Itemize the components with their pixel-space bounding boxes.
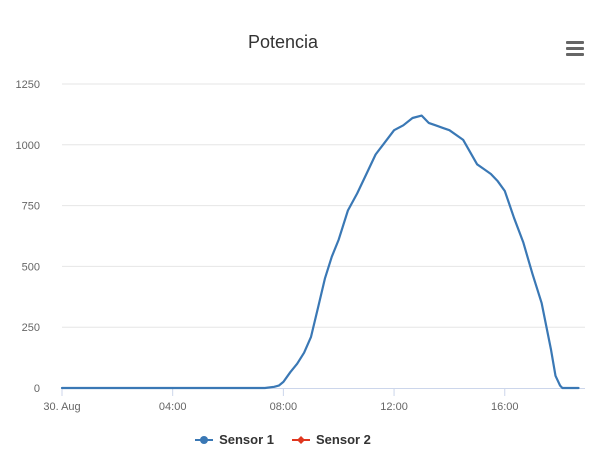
legend-item-sensor-1[interactable]: Sensor 1 — [195, 432, 274, 447]
series-line-sensor-1 — [60, 114, 580, 390]
y-tick-label: 1000 — [16, 140, 40, 152]
chart-plot-area: 0 250 500 750 1000 1250 30. Aug 04:00 08:00 12:00… — [16, 79, 585, 413]
legend-symbol-icon — [292, 435, 310, 444]
x-tick-label: 04:00 — [159, 401, 187, 413]
legend-item-sensor-2[interactable]: Sensor 2 — [292, 432, 371, 447]
y-tick-label: 750 — [22, 201, 40, 213]
legend-label: Sensor 2 — [316, 432, 371, 447]
x-tick-label: 12:00 — [380, 401, 408, 413]
x-tick-label: 30. Aug — [43, 401, 80, 413]
legend-symbol-icon — [195, 435, 214, 444]
x-tick-label: 08:00 — [270, 401, 298, 413]
x-tick-label: 16:00 — [491, 401, 519, 413]
chart-title: Potencia — [247, 32, 319, 52]
legend-label: Sensor 1 — [219, 432, 274, 447]
menu-bar — [566, 53, 584, 56]
y-tick-label: 250 — [22, 322, 40, 334]
y-tick-label: 1250 — [16, 79, 40, 91]
menu-bar — [566, 41, 584, 44]
hamburger-menu-icon[interactable] — [562, 38, 586, 58]
y-tick-label: 500 — [22, 261, 40, 273]
menu-bar — [566, 47, 584, 50]
chart-legend: Sensor 1 Sensor 2 — [0, 432, 566, 448]
y-tick-label: 0 — [34, 383, 40, 395]
